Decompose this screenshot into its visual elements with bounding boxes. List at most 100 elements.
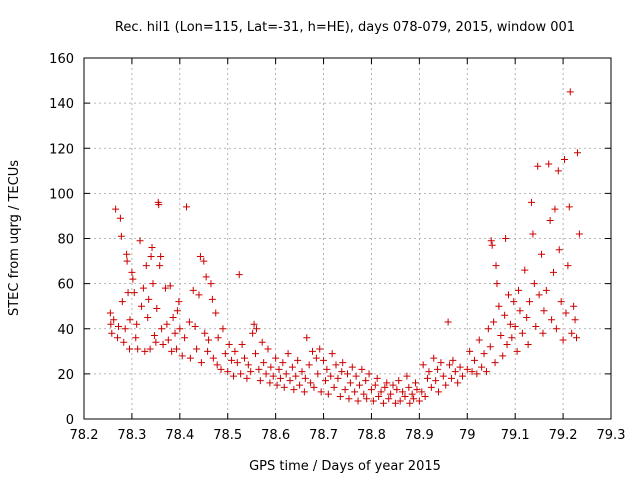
- chart-title: Rec. hil1 (Lon=115, Lat=-31, h=HE), days…: [115, 20, 575, 35]
- data-point: [508, 334, 515, 341]
- data-point: [214, 361, 221, 368]
- data-point: [558, 298, 565, 305]
- data-point: [252, 350, 259, 357]
- data-point: [114, 334, 121, 341]
- y-tick-label: 80: [57, 233, 74, 248]
- data-point: [279, 359, 286, 366]
- data-point: [163, 321, 170, 328]
- data-point: [481, 350, 488, 357]
- data-point: [264, 346, 271, 353]
- data-point: [245, 361, 252, 368]
- data-point: [489, 242, 496, 249]
- data-point: [137, 237, 144, 244]
- data-point: [117, 215, 124, 222]
- y-tick-label: 60: [57, 278, 74, 293]
- data-point: [207, 280, 214, 287]
- data-point: [133, 321, 140, 328]
- data-point: [485, 325, 492, 332]
- data-point: [514, 348, 521, 355]
- data-point: [145, 296, 152, 303]
- data-point: [390, 382, 397, 389]
- data-point: [200, 258, 207, 265]
- data-point: [353, 373, 360, 380]
- data-point: [471, 357, 478, 364]
- data-point: [149, 280, 156, 287]
- data-point: [292, 373, 299, 380]
- data-point: [187, 355, 194, 362]
- data-point: [160, 341, 167, 348]
- data-point: [490, 318, 497, 325]
- data-point: [422, 393, 429, 400]
- y-tick-label: 120: [49, 142, 74, 157]
- data-point: [294, 357, 301, 364]
- y-tick-label: 20: [57, 368, 74, 383]
- data-points: [107, 88, 583, 406]
- data-point: [327, 373, 334, 380]
- data-point: [307, 379, 314, 386]
- data-point: [356, 382, 363, 389]
- data-point: [138, 303, 145, 310]
- data-point: [323, 366, 330, 373]
- data-point: [289, 364, 296, 371]
- data-point: [329, 350, 336, 357]
- data-point: [570, 303, 577, 310]
- data-point: [502, 235, 509, 242]
- data-point: [553, 325, 560, 332]
- data-point: [362, 377, 369, 384]
- data-point: [457, 364, 464, 371]
- data-point: [564, 262, 571, 269]
- data-point: [568, 330, 575, 337]
- y-tick-label: 160: [49, 52, 74, 67]
- data-point: [545, 161, 552, 168]
- data-point: [529, 230, 536, 237]
- x-tick-label: 78.6: [261, 428, 290, 443]
- data-point: [215, 334, 222, 341]
- data-point: [165, 337, 172, 344]
- data-point: [532, 323, 539, 330]
- data-point: [296, 382, 303, 389]
- data-point: [281, 384, 288, 391]
- grid-lines: [84, 58, 611, 419]
- data-point: [272, 355, 279, 362]
- data-point: [124, 258, 131, 265]
- data-point: [118, 233, 125, 240]
- data-point: [561, 156, 568, 163]
- data-point: [303, 334, 310, 341]
- data-point: [385, 395, 392, 402]
- data-point: [175, 298, 182, 305]
- data-point: [266, 379, 273, 386]
- data-point: [190, 287, 197, 294]
- data-point: [487, 343, 494, 350]
- data-point: [488, 237, 495, 244]
- data-point: [342, 386, 349, 393]
- data-point: [260, 359, 267, 366]
- data-point: [573, 334, 580, 341]
- y-tick-label: 100: [49, 187, 74, 202]
- data-point: [556, 246, 563, 253]
- data-point: [226, 341, 233, 348]
- data-point: [448, 375, 455, 382]
- data-point: [267, 364, 274, 371]
- data-point: [381, 384, 388, 391]
- data-point: [528, 199, 535, 206]
- data-point: [157, 253, 164, 260]
- data-point: [231, 348, 238, 355]
- data-point: [126, 316, 133, 323]
- data-point: [129, 276, 136, 283]
- data-point: [547, 217, 554, 224]
- data-point: [492, 359, 499, 366]
- x-tick-label: 78.3: [117, 428, 146, 443]
- data-point: [543, 287, 550, 294]
- y-tick-label: 0: [66, 413, 74, 428]
- data-point: [205, 337, 212, 344]
- data-point: [143, 262, 150, 269]
- data-point: [405, 384, 412, 391]
- data-point: [285, 350, 292, 357]
- x-tick-label: 79.1: [501, 428, 530, 443]
- data-point: [345, 395, 352, 402]
- x-tick-label: 79: [459, 428, 476, 443]
- x-axis-label: GPS time / Days of year 2015: [249, 459, 441, 474]
- y-tick-label: 40: [57, 323, 74, 338]
- data-point: [454, 379, 461, 386]
- data-point: [339, 359, 346, 366]
